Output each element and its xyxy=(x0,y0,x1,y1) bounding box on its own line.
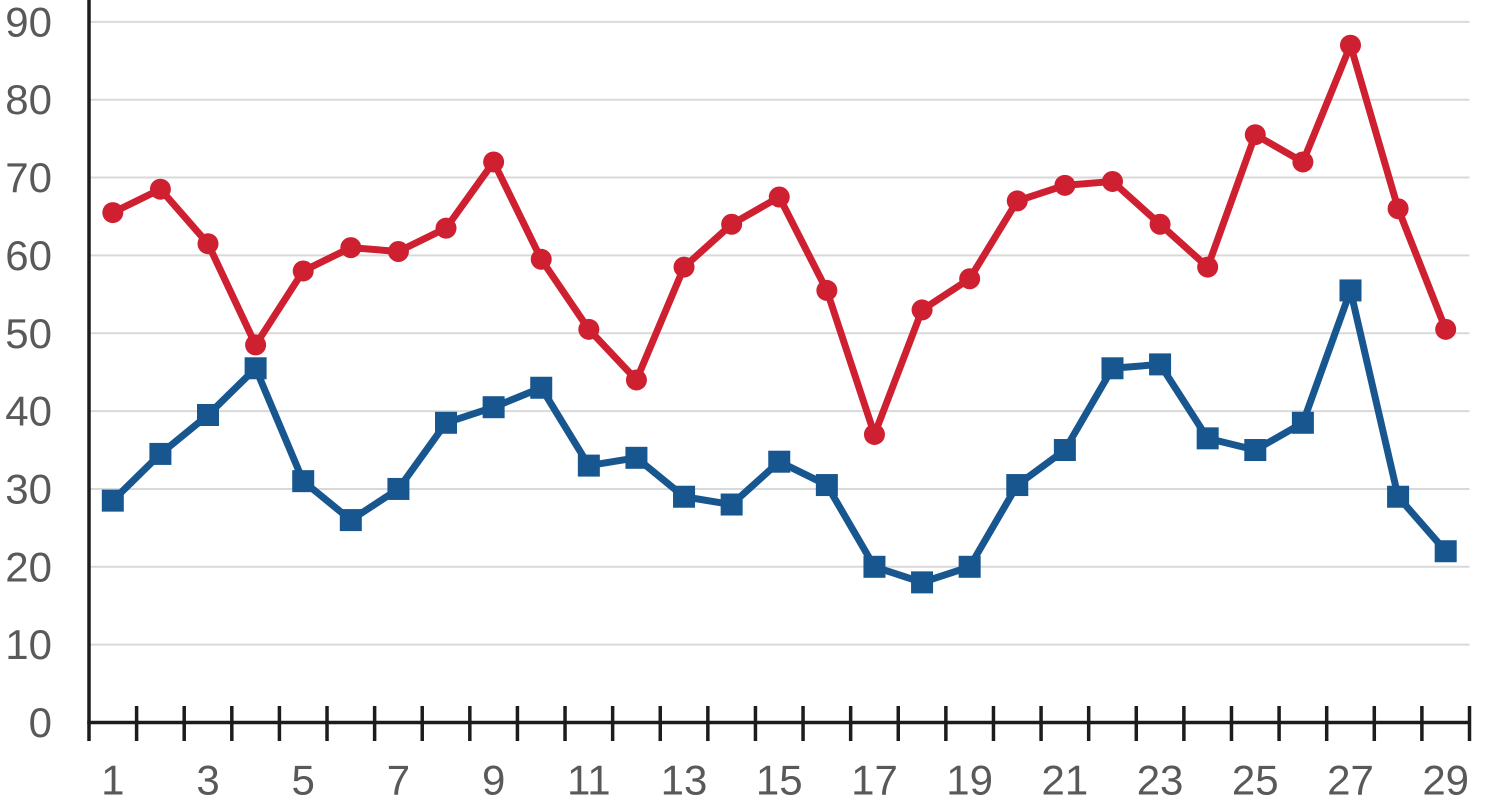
blue-series xyxy=(101,279,1457,594)
x-tick-label-17: 17 xyxy=(851,757,898,802)
x-tick-label-7: 7 xyxy=(387,757,410,802)
blue-series-marker xyxy=(673,485,696,508)
red-series-marker xyxy=(768,186,790,208)
blue-series-marker xyxy=(530,376,553,399)
red-series-marker xyxy=(292,260,314,282)
x-tick-label-25: 25 xyxy=(1232,757,1279,802)
blue-series-marker xyxy=(1339,279,1362,302)
blue-series-marker xyxy=(911,571,934,594)
red-series-marker xyxy=(1197,256,1219,278)
gridlines xyxy=(89,20,1470,646)
red-series-marker xyxy=(1244,124,1266,146)
red-series-marker xyxy=(1339,34,1361,56)
y-tick-label-90: 90 xyxy=(5,0,52,45)
y-tick-label-70: 70 xyxy=(5,154,52,201)
blue-series-marker xyxy=(1101,357,1124,380)
blue-series-marker xyxy=(625,446,648,469)
blue-series-marker xyxy=(577,454,600,477)
blue-series-marker xyxy=(149,442,172,465)
red-series-marker xyxy=(1101,170,1123,192)
red-series-marker xyxy=(578,318,600,340)
y-tick-label-0: 0 xyxy=(29,699,52,746)
red-series-marker xyxy=(1006,190,1028,212)
red-series-marker xyxy=(816,279,838,301)
blue-series-marker xyxy=(720,493,743,516)
blue-series-marker xyxy=(292,470,315,493)
blue-series-marker xyxy=(387,477,410,500)
y-tick-label-40: 40 xyxy=(5,388,52,435)
x-tick-label-3: 3 xyxy=(196,757,219,802)
x-tick-label-1: 1 xyxy=(101,757,124,802)
red-series-marker xyxy=(911,299,933,321)
red-series-marker xyxy=(530,248,552,270)
red-series-marker xyxy=(1054,174,1076,196)
x-axis-tick-marks xyxy=(134,706,1472,741)
blue-series-marker xyxy=(1053,439,1076,462)
red-series-marker xyxy=(149,178,171,200)
blue-series-marker xyxy=(435,411,458,434)
red-series-marker xyxy=(673,256,695,278)
blue-series-marker xyxy=(815,474,838,497)
blue-series-marker xyxy=(958,555,981,578)
red-series-line xyxy=(109,41,1450,438)
blue-series-marker xyxy=(1434,540,1457,563)
blue-series-marker xyxy=(1196,427,1219,450)
x-tick-label-11: 11 xyxy=(567,757,611,802)
x-tick-label-9: 9 xyxy=(482,757,505,802)
x-tick-label-5: 5 xyxy=(292,757,315,802)
x-tick-label-27: 27 xyxy=(1327,757,1374,802)
blue-series-marker xyxy=(101,489,124,512)
x-tick-label-15: 15 xyxy=(756,757,803,802)
blue-series-marker xyxy=(1149,353,1172,376)
red-series-marker xyxy=(1435,318,1457,340)
red-series-marker xyxy=(625,369,647,391)
blue-series-marker xyxy=(863,555,886,578)
red-series-marker xyxy=(721,213,743,235)
blue-series-marker xyxy=(482,396,505,419)
red-series-marker xyxy=(1292,151,1314,173)
y-tick-label-20: 20 xyxy=(5,543,52,590)
red-series-marker xyxy=(197,233,219,255)
x-tick-label-29: 29 xyxy=(1422,757,1469,802)
red-series-marker xyxy=(483,151,505,173)
red-series-marker xyxy=(340,237,362,259)
red-series-marker xyxy=(959,268,981,290)
blue-series-marker xyxy=(244,357,267,380)
x-tick-label-21: 21 xyxy=(1042,757,1089,802)
red-series-marker xyxy=(1387,198,1409,220)
red-series-marker xyxy=(435,217,457,239)
blue-series-marker xyxy=(1291,411,1314,434)
red-series-marker xyxy=(387,241,409,263)
y-tick-label-60: 60 xyxy=(5,232,52,279)
red-series-marker xyxy=(1149,213,1171,235)
red-series xyxy=(102,34,1457,445)
blue-series-marker xyxy=(1244,439,1267,462)
x-tick-label-13: 13 xyxy=(661,757,708,802)
x-axis-tick-labels: 1 3 5 7 9 11 13 15 17 19 21 23 25 27 29 xyxy=(101,757,1469,802)
axis-lines xyxy=(87,0,1470,741)
blue-series-marker xyxy=(1387,485,1410,508)
x-tick-label-19: 19 xyxy=(946,757,993,802)
x-tick-label-23: 23 xyxy=(1137,757,1184,802)
y-tick-label-80: 80 xyxy=(5,76,52,123)
blue-series-marker xyxy=(197,403,220,426)
y-tick-label-30: 30 xyxy=(5,465,52,512)
y-axis-tick-labels: 0 10 20 30 40 50 60 70 80 90 xyxy=(5,0,52,746)
red-series-marker xyxy=(245,334,267,356)
blue-series-marker xyxy=(1006,474,1029,497)
data-series xyxy=(101,34,1457,594)
y-tick-label-50: 50 xyxy=(5,310,52,357)
blue-series-marker xyxy=(768,450,791,473)
blue-series-marker xyxy=(339,509,362,532)
red-series-marker xyxy=(863,423,885,445)
y-tick-label-10: 10 xyxy=(5,621,52,668)
red-series-marker xyxy=(102,202,124,224)
